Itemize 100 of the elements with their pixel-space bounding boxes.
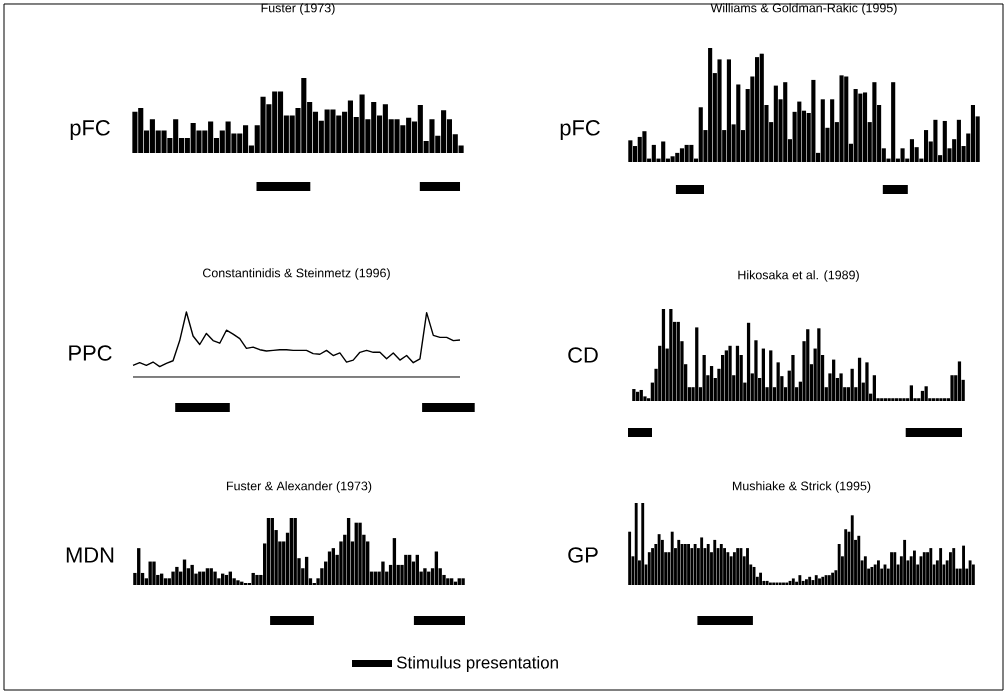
bar: [957, 361, 962, 401]
bar: [839, 373, 843, 401]
bar: [933, 119, 938, 162]
bar: [804, 579, 808, 585]
bar: [723, 548, 727, 585]
bar: [808, 576, 812, 585]
bar: [761, 348, 765, 401]
bar: [827, 575, 831, 585]
bar: [693, 544, 697, 585]
bar: [651, 548, 654, 585]
bar: [719, 544, 723, 585]
bar: [931, 398, 936, 401]
bar: [759, 572, 763, 585]
bar: [670, 156, 675, 162]
chart-title: Constantinidis & Steinmetz (1996): [202, 268, 390, 280]
bar: [943, 398, 947, 401]
bar: [837, 544, 841, 585]
bar: [832, 359, 836, 401]
bar: [939, 398, 943, 401]
bar: [791, 355, 795, 401]
y-axis-title: pFC: [560, 120, 600, 140]
bar: [171, 571, 175, 585]
bar: [962, 545, 965, 585]
bar: [717, 59, 722, 162]
bar: [746, 548, 749, 585]
bar: [709, 366, 714, 401]
bar: [920, 390, 925, 401]
bar: [831, 572, 835, 585]
bar: [726, 552, 730, 585]
bar: [806, 329, 810, 401]
bar: [818, 578, 821, 585]
bar: [175, 566, 179, 585]
bar: [853, 89, 858, 162]
bar: [769, 350, 773, 401]
bar: [891, 398, 895, 401]
y-axis-title: PPC: [69, 345, 112, 361]
bar: [817, 328, 821, 401]
bar: [190, 564, 194, 585]
bar: [728, 345, 732, 401]
bar: [862, 92, 868, 162]
bar: [632, 389, 636, 401]
bar: [821, 576, 825, 585]
bar: [926, 552, 929, 585]
bar: [642, 131, 647, 162]
bar: [423, 568, 427, 585]
bar: [163, 578, 168, 585]
bar: [669, 309, 673, 401]
bar: [923, 130, 929, 162]
bar: [148, 561, 152, 585]
bar: [702, 355, 706, 401]
chart-title: Fuster & Alexander (1973): [226, 481, 372, 493]
bar: [404, 554, 408, 585]
bar: [137, 548, 141, 585]
y-axis-title: pFC: [70, 120, 110, 140]
bar: [628, 140, 633, 162]
chart-title: Hikosaka et al. (1989): [738, 270, 859, 282]
bar: [863, 556, 867, 585]
bar: [209, 568, 213, 585]
bar: [358, 522, 362, 585]
bar: [858, 93, 863, 162]
bar: [634, 503, 638, 585]
bar: [824, 575, 828, 585]
bar: [776, 362, 780, 401]
bar: [392, 538, 397, 585]
y-axis-title: CD: [568, 347, 598, 363]
bar: [872, 375, 876, 401]
bar: [736, 84, 741, 162]
text: Stimulus presentation: [396, 656, 558, 672]
bar: [677, 539, 681, 585]
bar: [903, 539, 907, 585]
bar: [449, 578, 454, 585]
bar: [700, 537, 704, 585]
chart-title: Williams & Goldman-Rakic (1995): [710, 3, 897, 15]
bar: [628, 531, 632, 585]
bar: [857, 357, 862, 401]
bar: [657, 534, 661, 585]
bar: [706, 544, 710, 585]
bar: [898, 398, 902, 401]
bar: [902, 398, 906, 401]
bar: [971, 564, 975, 585]
bar: [883, 398, 888, 401]
bar: [870, 566, 874, 585]
bar: [381, 561, 385, 585]
bar: [909, 385, 913, 401]
bar: [877, 560, 880, 585]
bar: [839, 75, 844, 162]
bar: [950, 375, 954, 401]
bar: [152, 561, 156, 585]
bar: [970, 104, 976, 162]
bar: [872, 82, 877, 162]
bar: [675, 152, 680, 162]
bar: [929, 548, 933, 585]
bar: [909, 139, 915, 162]
bar: [900, 148, 905, 162]
bar: [873, 564, 877, 585]
bar: [647, 552, 651, 585]
bar: [952, 548, 956, 585]
bar: [880, 398, 884, 401]
chart-title: Mushiake & Strick (1995): [732, 481, 871, 493]
bar: [676, 321, 680, 401]
